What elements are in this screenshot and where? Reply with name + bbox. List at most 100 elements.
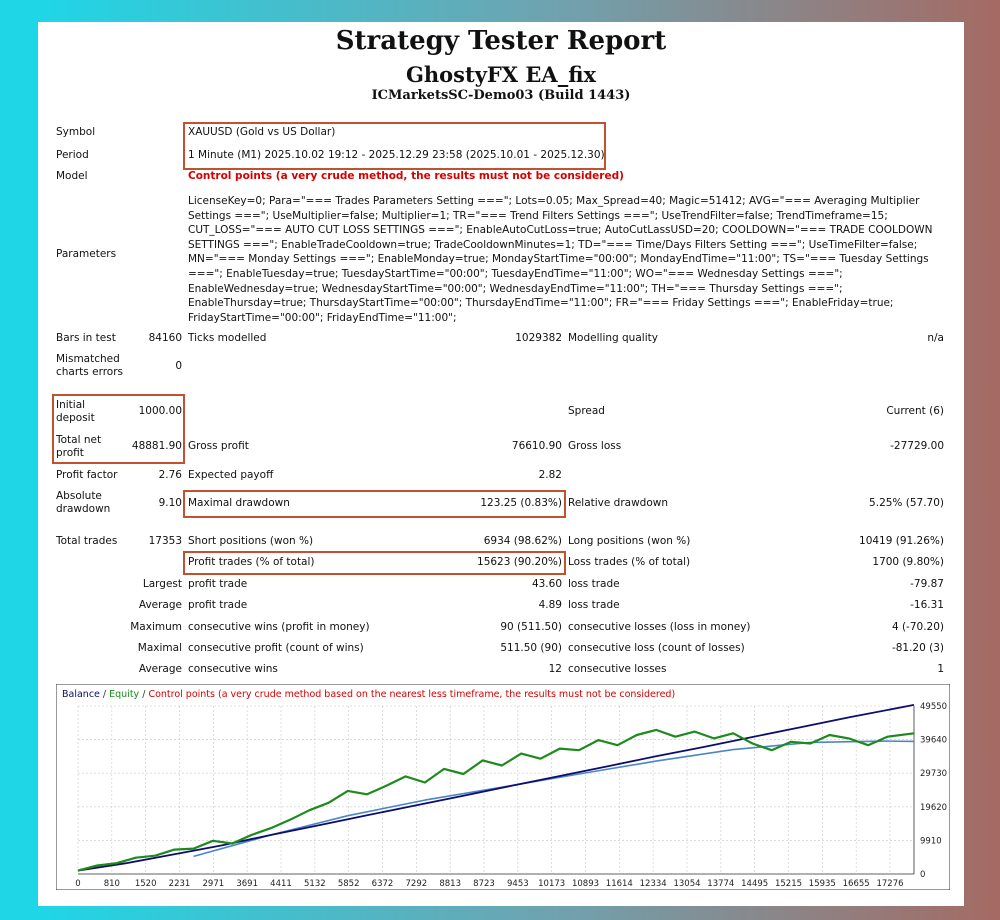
chart-series bbox=[77, 704, 915, 872]
x-tick-label: 0 bbox=[75, 879, 80, 889]
long-label: Long positions (won %) bbox=[568, 535, 691, 547]
netprofit-value: 48881.90 bbox=[131, 440, 182, 452]
x-tick-label: 1520 bbox=[135, 879, 157, 889]
largest-label: Largest bbox=[142, 578, 182, 590]
deposit-value: 1000.00 bbox=[138, 405, 182, 417]
reldd-value: 5.25% (57.70) bbox=[869, 497, 944, 509]
x-tick-label: 2231 bbox=[169, 879, 191, 889]
grossprofit-label: Gross profit bbox=[188, 440, 249, 452]
x-tick-label: 5852 bbox=[338, 879, 360, 889]
short-value: 6934 (98.62%) bbox=[483, 535, 562, 547]
maxdd-highlight-box bbox=[183, 490, 566, 518]
long-value: 10419 (91.26%) bbox=[859, 535, 944, 547]
maximal-loss-value: -81.20 (3) bbox=[891, 642, 944, 654]
x-tick-label: 11614 bbox=[606, 879, 633, 889]
maximal-profit-label: consecutive profit (count of wins) bbox=[188, 642, 364, 654]
x-tick-label: 5132 bbox=[304, 879, 326, 889]
average-loss-label: loss trade bbox=[568, 599, 620, 611]
x-tick-label: 7292 bbox=[406, 879, 428, 889]
ep-value: 2.82 bbox=[538, 469, 562, 481]
short-label: Short positions (won %) bbox=[188, 535, 314, 547]
max-losses-value: 4 (-70.20) bbox=[891, 621, 944, 633]
ticks-value: 1029382 bbox=[515, 332, 562, 344]
max-wins-label: consecutive wins (profit in money) bbox=[188, 621, 370, 633]
maximal-loss-label: consecutive loss (count of losses) bbox=[568, 642, 745, 654]
symbol-period-highlight-box bbox=[183, 122, 606, 170]
series-line-balance bbox=[77, 704, 915, 872]
x-tick-label: 12334 bbox=[640, 879, 667, 889]
parameters-label: Parameters bbox=[56, 248, 117, 260]
avg-cons-losses-value: 1 bbox=[937, 663, 944, 675]
deposit-profit-highlight-box bbox=[52, 394, 185, 464]
ep-label: Expected payoff bbox=[188, 469, 274, 481]
mismatch-label: Mismatched charts errors bbox=[56, 353, 123, 378]
legend-sep-1: / bbox=[100, 689, 109, 700]
absdd-label: Absolute drawdown bbox=[56, 490, 111, 515]
avg-cons-label: Average bbox=[138, 663, 182, 675]
report-page: Strategy Tester Report GhostyFX EA_fix I… bbox=[38, 22, 964, 906]
deposit-label: Initial deposit bbox=[56, 399, 95, 424]
legend-equity: Equity bbox=[109, 689, 139, 700]
max-wins-value: 90 (511.50) bbox=[500, 621, 562, 633]
maxdd-value: 123.25 (0.83%) bbox=[480, 497, 562, 509]
largest-profit-value: 43.60 bbox=[531, 578, 562, 590]
x-tick-label: 13054 bbox=[673, 879, 700, 889]
average-profit-value: 4.89 bbox=[538, 599, 562, 611]
y-tick-label: 0 bbox=[920, 870, 925, 880]
largest-loss-label: loss trade bbox=[568, 578, 620, 590]
quality-label: Modelling quality bbox=[568, 332, 658, 344]
maximal-profit-value: 511.50 (90) bbox=[500, 642, 562, 654]
grossprofit-value: 76610.90 bbox=[511, 440, 562, 452]
loss-trades-label: Loss trades (% of total) bbox=[568, 556, 691, 568]
balance-chart-svg: Balance / Equity / Control points (a ver… bbox=[55, 683, 951, 891]
chart-ticks: 0 810 1520 2231 2971 3691 4411 5132 5852 6372 7292… bbox=[75, 702, 947, 889]
x-tick-label: 16655 bbox=[843, 879, 870, 889]
average-profit-label: profit trade bbox=[188, 599, 248, 611]
model-label: Model bbox=[56, 170, 88, 182]
avg-cons-wins-label: consecutive wins bbox=[188, 663, 278, 675]
spread-label: Spread bbox=[568, 405, 605, 417]
quality-value: n/a bbox=[927, 332, 944, 344]
pf-value: 2.76 bbox=[158, 469, 182, 481]
period-label: Period bbox=[56, 149, 89, 161]
x-tick-label: 9453 bbox=[507, 879, 529, 889]
mismatch-value: 0 bbox=[175, 360, 182, 372]
chart-legend: Balance / Equity / Control points (a ver… bbox=[62, 689, 675, 700]
balance-chart: Balance / Equity / Control points (a ver… bbox=[55, 683, 951, 891]
grossloss-label: Gross loss bbox=[568, 440, 622, 452]
bars-label: Bars in test bbox=[56, 332, 116, 344]
spread-value: Current (6) bbox=[886, 405, 944, 417]
legend-sep-2: / bbox=[139, 689, 148, 700]
x-tick-label: 13774 bbox=[707, 879, 734, 889]
x-tick-label: 17276 bbox=[876, 879, 903, 889]
bars-value: 84160 bbox=[148, 332, 182, 344]
x-tick-label: 14495 bbox=[741, 879, 768, 889]
model-value: Control points (a very crude method, the… bbox=[188, 170, 624, 182]
avg-cons-losses-label: consecutive losses bbox=[568, 663, 667, 675]
server-build: ICMarketsSC-Demo03 (Build 1443) bbox=[371, 88, 631, 103]
series-line-trend bbox=[193, 740, 915, 858]
chart-grid bbox=[77, 705, 915, 875]
x-tick-label: 810 bbox=[104, 879, 120, 889]
trades-value: 17353 bbox=[148, 535, 182, 547]
trades-label: Total trades bbox=[56, 535, 118, 547]
x-tick-label: 2971 bbox=[203, 879, 225, 889]
x-tick-label: 3691 bbox=[236, 879, 258, 889]
grossloss-value: -27729.00 bbox=[890, 440, 944, 452]
x-tick-label: 8723 bbox=[473, 879, 495, 889]
average-label: Average bbox=[138, 599, 182, 611]
symbol-value: XAUUSD (Gold vs US Dollar) bbox=[188, 126, 336, 138]
max-losses-label: consecutive losses (loss in money) bbox=[568, 621, 751, 633]
maximal-label: Maximal bbox=[137, 642, 182, 654]
loss-trades-value: 1700 (9.80%) bbox=[872, 556, 944, 568]
series-line-equity bbox=[77, 728, 915, 872]
y-tick-label: 9910 bbox=[920, 836, 942, 846]
largest-profit-label: profit trade bbox=[188, 578, 248, 590]
ea-name: GhostyFX EA_fix bbox=[405, 62, 597, 87]
symbol-label: Symbol bbox=[56, 126, 96, 138]
reldd-label: Relative drawdown bbox=[568, 497, 669, 509]
profit-trades-highlight-box bbox=[183, 551, 566, 575]
x-tick-label: 10173 bbox=[538, 879, 565, 889]
x-tick-label: 4411 bbox=[270, 879, 292, 889]
profit-trades-label: Profit trades (% of total) bbox=[188, 556, 315, 568]
